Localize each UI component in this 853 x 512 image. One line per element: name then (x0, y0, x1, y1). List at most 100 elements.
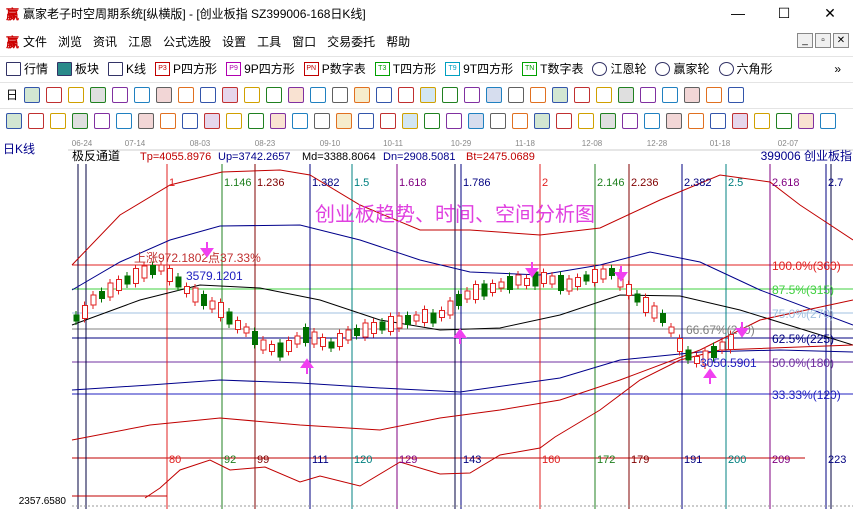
tool-icon[interactable] (662, 86, 679, 103)
tool-icon[interactable] (508, 86, 525, 103)
toolbar-button[interactable]: P9 9P四方形 (226, 60, 295, 77)
tool-icon[interactable] (402, 112, 418, 129)
toolbar-button[interactable]: T9 9T四方形 (445, 60, 513, 77)
tool-icon[interactable] (644, 112, 660, 129)
tool-icon[interactable] (424, 112, 440, 129)
tool-icon[interactable] (160, 112, 176, 129)
tool-icon[interactable] (204, 112, 220, 129)
tool-icon[interactable] (728, 86, 745, 103)
more-button[interactable]: » (834, 61, 841, 76)
menu-item[interactable]: 浏览 (58, 34, 83, 49)
tool-icon[interactable] (618, 86, 635, 103)
tool-icon[interactable] (266, 86, 283, 103)
toolbar-button[interactable]: K线 (108, 60, 146, 77)
tool-icon[interactable] (512, 112, 528, 129)
tool-icon[interactable] (380, 112, 396, 129)
tool-icon[interactable] (336, 112, 352, 129)
tool-icon[interactable] (358, 112, 374, 129)
tool-icon[interactable] (112, 86, 129, 103)
menu-item[interactable]: 交易委托 (327, 34, 376, 49)
tool-icon[interactable] (332, 86, 349, 103)
tool-icon[interactable] (776, 112, 792, 129)
menu-item[interactable]: 江恩 (128, 34, 153, 49)
menu-item[interactable]: 文件 (23, 34, 48, 49)
tool-icon[interactable] (24, 86, 41, 103)
toolbar-button[interactable]: 江恩轮 (592, 60, 646, 77)
tool-icon[interactable] (116, 112, 132, 129)
toolbar-button[interactable]: P3 P四方形 (155, 60, 217, 77)
tool-icon[interactable] (50, 112, 66, 129)
tool-icon[interactable] (90, 86, 107, 103)
tool-icon[interactable] (622, 112, 638, 129)
mdi-restore-button[interactable]: ▫ (815, 33, 831, 48)
tool-icon[interactable] (688, 112, 704, 129)
tool-icon[interactable] (600, 112, 616, 129)
tool-icon[interactable] (798, 112, 814, 129)
tool-icon[interactable] (292, 112, 308, 129)
period-select[interactable]: 日 (6, 88, 19, 102)
tool-icon[interactable] (578, 112, 594, 129)
tool-icon[interactable] (596, 86, 613, 103)
menu-item[interactable]: 工具 (257, 34, 282, 49)
toolbar-button[interactable]: PN P数字表 (303, 60, 366, 77)
tool-icon[interactable] (156, 86, 173, 103)
tool-icon[interactable] (376, 86, 393, 103)
tool-icon[interactable] (72, 112, 88, 129)
menu-item[interactable]: 设置 (222, 34, 247, 49)
tool-icon[interactable] (270, 112, 286, 129)
kline-chart[interactable]: 06-24 07-14 08-03 08-23 09-10 10-11 10-29 11-18… (0, 134, 853, 509)
tool-icon[interactable] (754, 112, 770, 129)
tool-icon[interactable] (556, 112, 572, 129)
tool-icon[interactable] (68, 86, 85, 103)
tool-icon[interactable] (248, 112, 264, 129)
tool-icon[interactable] (464, 86, 481, 103)
tool-icon[interactable] (182, 112, 198, 129)
tool-icon[interactable] (468, 112, 484, 129)
tool-icon[interactable] (534, 112, 550, 129)
toolbar-button[interactable]: 行情 (6, 60, 48, 77)
tool-icon[interactable] (310, 86, 327, 103)
maximize-button[interactable]: ☐ (777, 4, 791, 21)
tool-icon[interactable] (666, 112, 682, 129)
tool-icon[interactable] (46, 86, 63, 103)
tool-icon[interactable] (178, 86, 195, 103)
tool-icon[interactable] (706, 86, 723, 103)
tool-icon[interactable] (222, 86, 239, 103)
chart-area[interactable]: 日K线 06-24 07-14 08-03 08-23 09-10 10-11 10-29 1… (0, 134, 853, 509)
tool-icon[interactable] (710, 112, 726, 129)
tool-icon[interactable] (574, 86, 591, 103)
tool-icon[interactable] (288, 86, 305, 103)
toolbar-button[interactable]: 六角形 (718, 60, 773, 77)
tool-icon[interactable] (94, 112, 110, 129)
toolbar-button[interactable]: TN T数字表 (522, 60, 583, 77)
tool-icon[interactable] (226, 112, 242, 129)
close-button[interactable]: ✕ (824, 4, 836, 21)
menu-item[interactable]: 资讯 (93, 34, 118, 49)
mdi-close-button[interactable]: ✕ (833, 33, 849, 48)
menu-item[interactable]: 窗口 (292, 34, 317, 49)
toolbar-button[interactable]: 板块 (57, 60, 99, 77)
minimize-button[interactable]: — (731, 5, 745, 21)
tool-icon[interactable] (640, 86, 657, 103)
tool-icon[interactable] (354, 86, 371, 103)
toolbar-button[interactable]: T3 T四方形 (374, 60, 436, 77)
menu-item[interactable]: 帮助 (386, 34, 411, 49)
tool-icon[interactable] (134, 86, 151, 103)
tool-icon[interactable] (314, 112, 330, 129)
tool-icon[interactable] (530, 86, 547, 103)
tool-icon[interactable] (552, 86, 569, 103)
tool-icon[interactable] (244, 86, 261, 103)
tool-icon[interactable] (398, 86, 415, 103)
tool-icon[interactable] (820, 112, 836, 129)
mdi-minimize-button[interactable]: _ (797, 33, 813, 48)
tool-icon[interactable] (28, 112, 44, 129)
tool-icon[interactable] (200, 86, 217, 103)
tool-icon[interactable] (442, 86, 459, 103)
menu-item[interactable]: 公式选股 (163, 34, 212, 49)
tool-icon[interactable] (446, 112, 462, 129)
tool-icon[interactable] (138, 112, 154, 129)
tool-icon[interactable] (684, 86, 701, 103)
tool-icon[interactable] (420, 86, 437, 103)
tool-icon[interactable] (490, 112, 506, 129)
tool-icon[interactable] (6, 112, 22, 129)
